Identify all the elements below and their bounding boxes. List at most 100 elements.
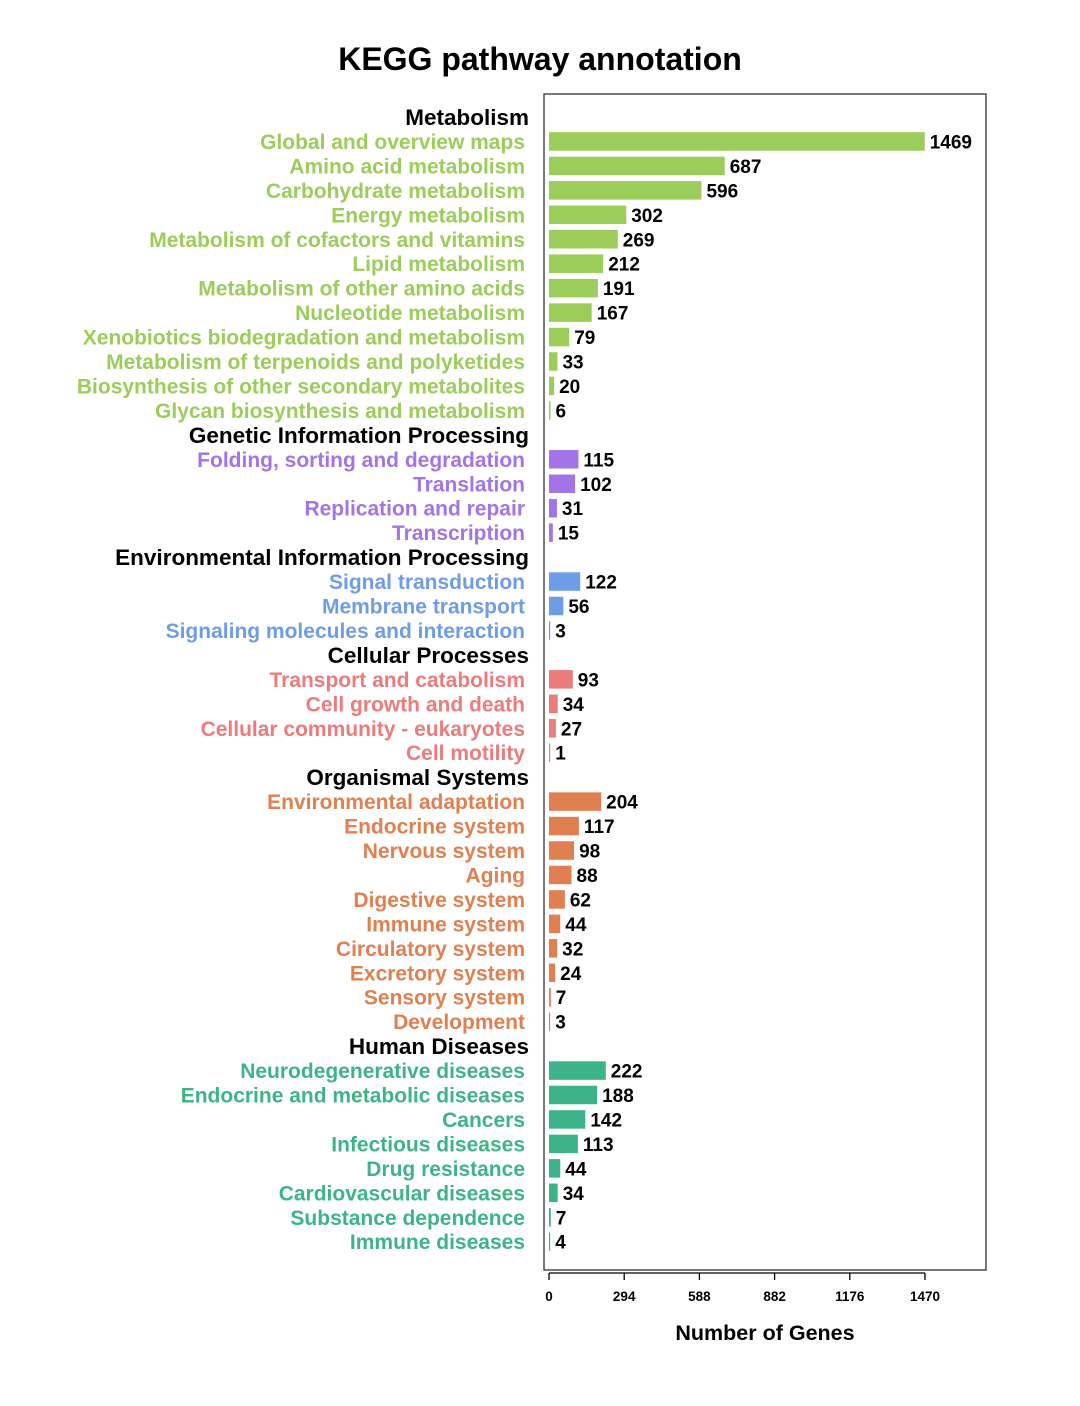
value-label: 167 [597,304,629,325]
bar [549,523,553,542]
x-tick-label: 0 [545,1289,553,1304]
value-label: 302 [631,206,663,227]
category-label: Excretory system [350,962,525,985]
x-tick-label: 1176 [835,1289,865,1304]
value-label: 20 [559,377,580,398]
category-label: Metabolism of other amino acids [198,278,525,301]
bar [549,327,570,347]
category-label: Membrane transport [322,596,525,619]
value-label: 6 [556,401,567,422]
category-label: Replication and repair [304,498,525,521]
bar [549,1208,551,1227]
bar [549,694,558,714]
x-tick-label: 1470 [910,1289,940,1304]
category-label: Immune diseases [350,1231,525,1254]
bar [549,1085,598,1105]
value-label: 79 [574,328,595,349]
category-label: Neurodegenerative diseases [240,1060,525,1083]
value-label: 7 [556,988,567,1009]
value-label: 93 [578,670,599,691]
group-heading: Genetic Information Processing [189,423,529,448]
category-label: Cancers [442,1109,525,1132]
bar [549,841,575,860]
x-tick-label: 294 [613,1289,636,1304]
value-label: 33 [562,353,583,374]
category-label: Nucleotide metabolism [295,302,525,325]
value-label: 44 [565,915,587,936]
category-label: Cell motility [406,742,525,765]
value-label: 596 [706,181,738,202]
category-label: Aging [466,864,525,887]
bar [549,352,558,371]
bar [549,572,581,591]
value-label: 212 [608,255,640,276]
x-tick-label: 882 [763,1289,786,1304]
category-label: Environmental adaptation [267,791,525,814]
group-heading: Cellular Processes [328,643,529,668]
category-label: Endocrine and metabolic diseases [181,1085,525,1108]
value-label: 27 [561,719,582,740]
bar [549,865,572,885]
category-label: Sensory system [364,987,525,1010]
group-heading: Human Diseases [349,1034,529,1059]
category-label: Metabolism of cofactors and vitamins [149,229,525,252]
bar [549,621,551,640]
value-label: 32 [562,939,583,960]
category-label: Substance dependence [290,1207,525,1230]
category-label: Lipid metabolism [352,253,525,276]
category-label: Circulatory system [336,938,525,961]
group-heading: Metabolism [405,105,529,130]
bar [549,181,702,200]
x-axis-label: Number of Genes [675,1321,854,1345]
bar [549,498,557,518]
category-label: Metabolism of terpenoids and polyketides [106,351,525,374]
category-label: Biosynthesis of other secondary metaboli… [77,375,525,398]
category-label: Global and overview maps [260,131,525,154]
bar [549,278,598,298]
value-label: 56 [568,597,589,618]
x-axis: 0 294 588 882 1176 1470 [545,1272,940,1304]
category-label: Xenobiotics biodegradation and metabolis… [83,327,525,350]
category-label: Cardiovascular diseases [279,1182,525,1205]
category-label: Transcription [392,522,525,545]
value-label: 113 [583,1135,614,1156]
value-label: 34 [563,1184,585,1205]
bar [549,963,556,982]
category-label: Cell growth and death [306,693,525,716]
bar [549,156,725,176]
value-label: 15 [558,524,580,545]
bar [549,474,576,493]
value-label: 1469 [930,132,972,153]
category-label: Drug resistance [366,1158,525,1181]
value-label: 204 [606,793,638,814]
category-label: Signal transduction [329,571,525,594]
value-label: 269 [623,230,655,251]
bar [549,719,556,738]
bar [549,987,551,1007]
bar [549,939,558,958]
value-label: 3 [555,621,566,642]
category-label: Signaling molecules and interaction [166,620,525,643]
category-label: Nervous system [363,840,525,863]
bar [549,816,579,836]
category-label: Digestive system [353,889,525,912]
bar [549,1183,558,1203]
value-label: 222 [611,1062,643,1083]
bar [549,1012,551,1031]
value-label: 98 [579,842,600,863]
chart-title: KEGG pathway annotation [338,41,742,77]
category-label: Translation [413,473,525,496]
x-tick-label: 588 [688,1289,711,1304]
value-label: 88 [577,866,598,887]
bar [549,303,592,322]
bar [549,1061,606,1080]
category-label: Endocrine system [344,816,525,839]
bar [549,230,618,249]
category-label: Amino acid metabolism [289,155,525,178]
value-label: 687 [730,157,762,178]
value-label: 142 [590,1110,622,1131]
value-label: 7 [556,1208,567,1229]
bar [549,670,573,689]
value-label: 115 [583,450,614,471]
